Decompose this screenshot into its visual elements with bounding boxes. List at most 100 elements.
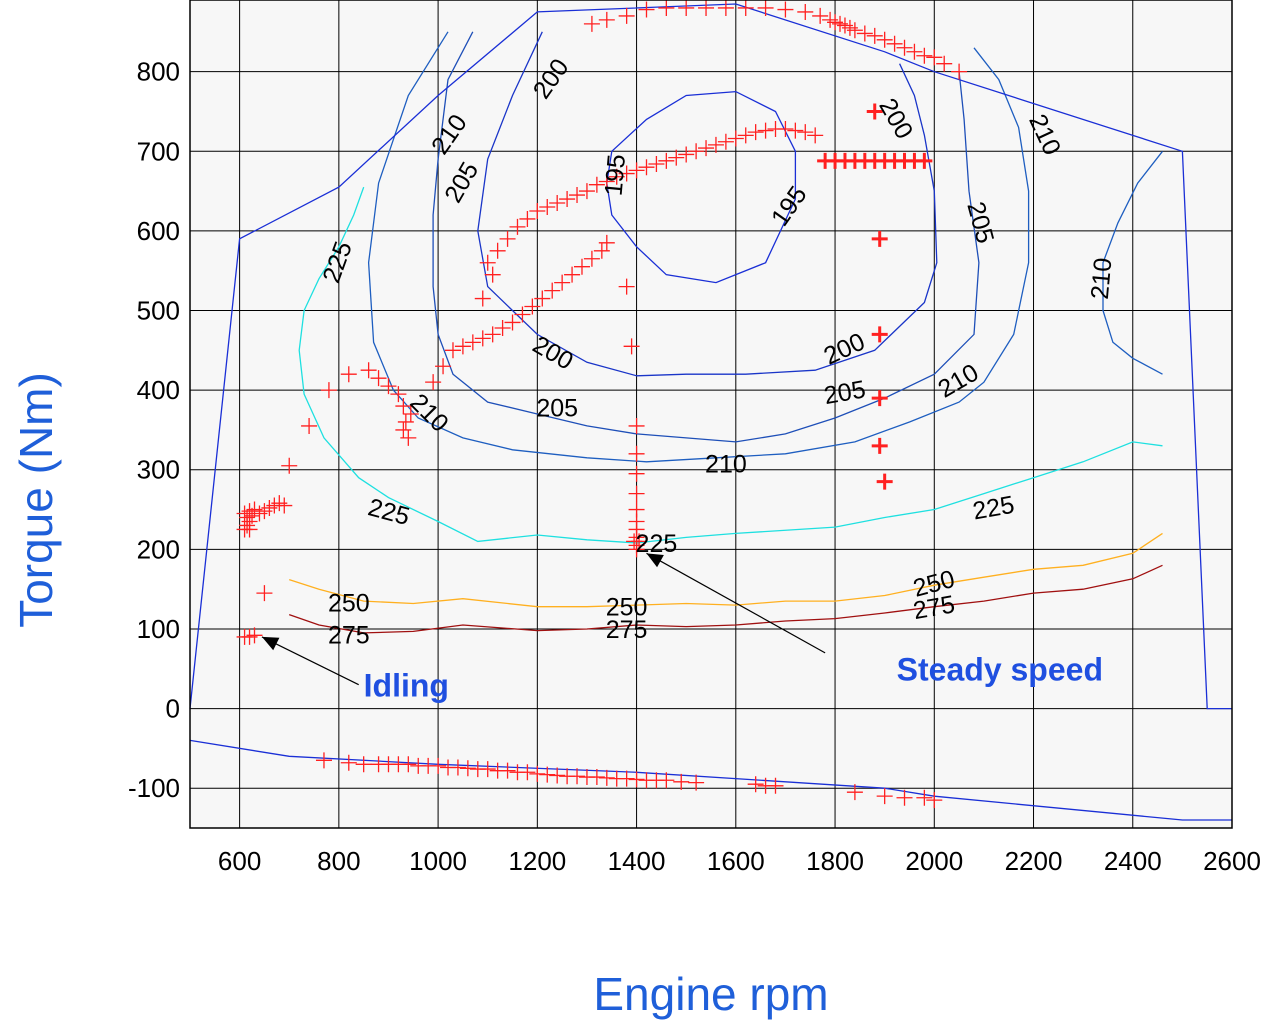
operating-point (549, 195, 566, 212)
contour-label: 205 (536, 395, 578, 423)
operating-point (926, 49, 943, 66)
contour-label: 275 (606, 616, 648, 644)
operating-point (678, 0, 695, 16)
operating-point (519, 210, 536, 227)
operating-point (400, 756, 417, 773)
operating-point (256, 585, 273, 602)
operating-point (906, 43, 923, 60)
contour-label: 225 (636, 530, 678, 558)
annotation-arrow-line (261, 636, 359, 686)
contour-250 (289, 532, 1163, 608)
operating-point (355, 756, 372, 773)
operating-point (787, 122, 804, 139)
operating-point (737, 0, 754, 16)
operating-point (583, 15, 600, 32)
operating-point (668, 149, 685, 166)
operating-point (534, 290, 551, 307)
operating-point (658, 0, 675, 16)
contour-210 (367, 31, 1030, 463)
operating-point (707, 136, 724, 153)
operating-point (499, 230, 516, 247)
operating-point (698, 140, 715, 157)
contour-275 (288, 564, 1163, 634)
operating-point (618, 7, 635, 24)
y-tick-label: 600 (137, 216, 180, 246)
contour-label: 195 (600, 153, 632, 197)
y-tick-label: 700 (137, 136, 180, 166)
operating-point (747, 776, 764, 793)
operating-point (529, 202, 546, 219)
operating-point (797, 3, 814, 20)
operating-point (767, 777, 784, 794)
operating-point (916, 47, 933, 64)
operating-point (846, 22, 863, 39)
operating-point (886, 35, 903, 52)
x-axis-title: Engine rpm (593, 968, 828, 1020)
operating-point (464, 334, 481, 351)
operating-point (608, 168, 625, 185)
operating-point (618, 770, 635, 787)
y-tick-label: 0 (166, 694, 180, 724)
operating-point (360, 362, 377, 379)
torque-boundary (189, 3, 1232, 821)
annotation-arrow-head (261, 636, 280, 651)
operating-point (276, 497, 293, 514)
operating-point (638, 159, 655, 176)
motoring-torque-curve (189, 739, 1232, 821)
operating-point (239, 517, 256, 534)
operating-point (479, 761, 496, 778)
operating-point-bold (916, 152, 933, 169)
y-tick-label: 500 (137, 296, 180, 326)
operating-point (936, 55, 953, 72)
x-tick-label: 1000 (409, 846, 467, 876)
operating-point (598, 234, 615, 251)
contour-label: 250 (328, 590, 370, 618)
operating-point (559, 191, 576, 208)
operating-point (658, 152, 675, 169)
contour-195 (606, 90, 797, 284)
operating-point (380, 378, 397, 395)
y-tick-label: -100 (128, 773, 180, 803)
annotation-arrow-head (646, 553, 664, 568)
x-tick-label: 1200 (508, 846, 566, 876)
operating-point (569, 768, 586, 785)
x-tick-label: 2400 (1104, 846, 1162, 876)
operating-point (402, 406, 419, 422)
operating-point (425, 374, 442, 391)
operating-point (658, 772, 675, 789)
operating-point (539, 766, 556, 783)
operating-point (340, 754, 357, 771)
contour-lines (288, 31, 1164, 634)
operating-point (320, 382, 337, 399)
operating-point (598, 173, 615, 190)
operating-point (797, 124, 814, 141)
operating-point (444, 342, 461, 359)
operating-point (916, 789, 933, 806)
x-tick-label: 600 (218, 846, 261, 876)
operating-point (747, 124, 764, 141)
x-tick-label: 1400 (608, 846, 666, 876)
x-tick-label: 2600 (1203, 846, 1261, 876)
y-tick-label: 400 (137, 375, 180, 405)
operating-point (400, 429, 417, 446)
operating-point (727, 130, 744, 147)
operating-point (846, 784, 863, 801)
operating-point (509, 218, 526, 235)
operating-point (241, 521, 258, 538)
contour-205 (432, 31, 980, 443)
contour-210 (1102, 150, 1164, 375)
operating-point (474, 290, 491, 307)
y-tick-label: 300 (137, 455, 180, 485)
operating-point (484, 266, 501, 283)
operating-point (876, 788, 893, 805)
operating-point (578, 183, 595, 200)
operating-point (866, 27, 883, 44)
operating-point (777, 120, 794, 137)
operating-point (539, 199, 556, 215)
operating-point (896, 39, 913, 56)
operating-point (757, 122, 774, 139)
operating-point (529, 765, 546, 782)
operating-point (618, 278, 635, 295)
contour-label: 210 (1086, 257, 1118, 301)
